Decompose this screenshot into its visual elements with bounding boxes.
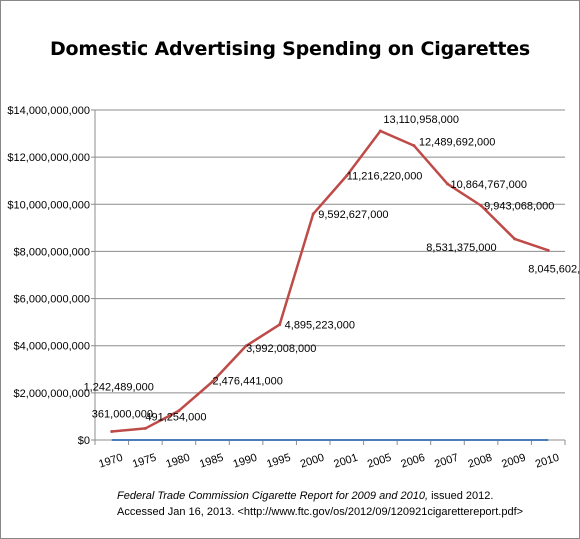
data-point [211, 380, 214, 384]
spending-series-line [111, 129, 549, 433]
data-point [479, 204, 483, 208]
x-tick-label: 1995 [265, 452, 292, 471]
y-tick-label: $4,000,000,000 [14, 341, 90, 353]
x-tick-label: 1980 [165, 452, 192, 471]
y-tick-label: $12,000,000,000 [7, 152, 90, 164]
data-point [311, 212, 315, 216]
data-label: 12,489,692,000 [419, 137, 495, 149]
y-tick-label: $14,000,000,000 [7, 105, 90, 117]
x-tick-label: 2005 [366, 452, 393, 471]
source-note-citation: Federal Trade Commission Cigarette Repor… [117, 490, 429, 502]
data-label: 491,254,000 [145, 411, 206, 423]
data-label: 8,531,375,000 [426, 242, 496, 254]
x-tick-label: 2007 [433, 452, 460, 471]
data-point [378, 129, 382, 133]
data-point [143, 426, 147, 430]
x-tick-label: 1990 [232, 452, 259, 471]
data-label: 4,895,223,000 [285, 320, 355, 332]
y-tick-label: $0 [78, 435, 90, 447]
data-label: 13,110,958,000 [383, 114, 459, 126]
data-point [446, 182, 449, 186]
x-tick-label: 2001 [332, 452, 359, 471]
y-tick-label: $10,000,000,000 [7, 199, 90, 211]
y-tick-label: $2,000,000,000 [14, 388, 90, 400]
x-tick-label: 2008 [467, 452, 494, 471]
y-tick-label: $8,000,000,000 [14, 246, 90, 258]
data-label: 8,045,602,000 [528, 263, 580, 275]
x-tick-label: 1975 [131, 452, 158, 471]
y-tick-label: $6,000,000,000 [14, 294, 90, 306]
x-tick-label: 1985 [198, 452, 225, 471]
data-label: 361,000,000 [92, 408, 153, 420]
data-point [345, 174, 349, 178]
x-tick-label: 2009 [500, 452, 527, 471]
data-label: 9,943,068,000 [484, 201, 554, 213]
data-label: 3,992,008,000 [246, 343, 316, 355]
data-label: 2,476,441,000 [213, 376, 283, 388]
x-tick-label: 1970 [97, 452, 124, 471]
source-note-issued: issued 2012. [428, 490, 494, 502]
source-note-line-2: Accessed Jan 16, 2013. <http://www.ftc.g… [117, 506, 524, 518]
data-point [244, 344, 248, 348]
data-point [513, 237, 517, 241]
data-point [278, 323, 282, 327]
data-point [110, 429, 114, 433]
data-point [546, 248, 550, 252]
source-note: Federal Trade Commission Cigarette Repor… [117, 488, 523, 520]
x-tick-label: 2006 [400, 452, 427, 471]
data-point [177, 409, 181, 413]
data-label: 10,864,767,000 [451, 179, 527, 191]
x-tick-label: 2000 [299, 452, 326, 471]
data-label: 11,216,220,000 [347, 171, 423, 183]
data-label: 1,242,489,000 [84, 382, 154, 394]
source-note-line-1: Federal Trade Commission Cigarette Repor… [117, 488, 523, 504]
data-point [412, 144, 416, 148]
data-label: 9,592,627,000 [318, 209, 388, 221]
chart-title: Domestic Advertising Spending on Cigaret… [49, 38, 531, 60]
x-tick-label: 2010 [534, 452, 561, 471]
